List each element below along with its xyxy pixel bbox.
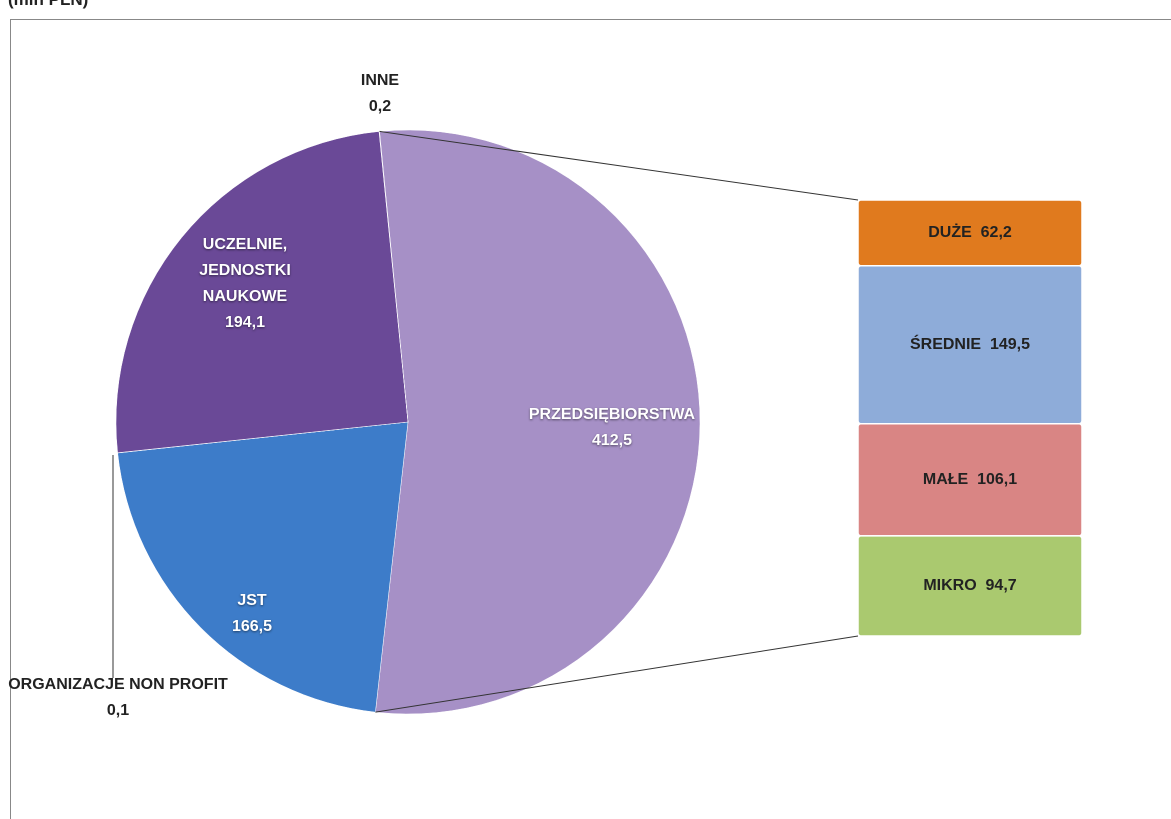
chart-title: (mln PLN): [8, 0, 88, 10]
value-label: 166,5: [231, 618, 273, 635]
bar-label: DUŻE 62,2: [860, 220, 1080, 246]
value-label: 0,2: [368, 98, 392, 115]
category-label: DUŻE: [928, 223, 972, 241]
pie-label: INNE 0,2: [320, 68, 440, 120]
value-label: 412,5: [591, 432, 633, 449]
pie-label: UCZELNIE, JEDNOSTKI NAUKOWE 194,1: [175, 232, 315, 336]
value-label: 0,1: [106, 702, 130, 719]
bar-label: ŚREDNIE 149,5: [860, 332, 1080, 358]
category-label: MIKRO: [923, 576, 977, 594]
category-label: MAŁE: [922, 470, 969, 488]
category-label: PRZEDSIĘBIORSTWA: [528, 406, 696, 423]
pie-label: PRZEDSIĘBIORSTWA 412,5: [502, 402, 722, 454]
bar-label: MIKRO 94,7: [860, 573, 1080, 599]
pie-label: ORGANIZACJE NON PROFIT 0,1: [8, 672, 228, 724]
frame: [10, 19, 1171, 819]
connector-line: [375, 635, 859, 713]
bar-label: MAŁE 106,1: [860, 467, 1080, 493]
value-label: 62,2: [980, 223, 1012, 241]
connector-line: [379, 130, 859, 201]
category-label: UCZELNIE, JEDNOSTKI NAUKOWE: [199, 236, 291, 305]
value-label: 149,5: [989, 335, 1031, 353]
value-label: 106,1: [977, 470, 1018, 488]
bar-segment: [857, 535, 1083, 637]
value-label: 194,1: [224, 314, 266, 331]
pie-slice: [115, 131, 409, 454]
value-label: 94,7: [985, 576, 1017, 594]
pie-label: JST 166,5: [152, 588, 352, 640]
pie-slice: [117, 421, 409, 713]
category-label: ŚREDNIE: [909, 335, 982, 353]
category-label: INNE: [360, 72, 400, 89]
category-label: JST: [237, 592, 267, 609]
pie-slice: [375, 129, 701, 715]
category-label: ORGANIZACJE NON PROFIT: [8, 676, 228, 693]
